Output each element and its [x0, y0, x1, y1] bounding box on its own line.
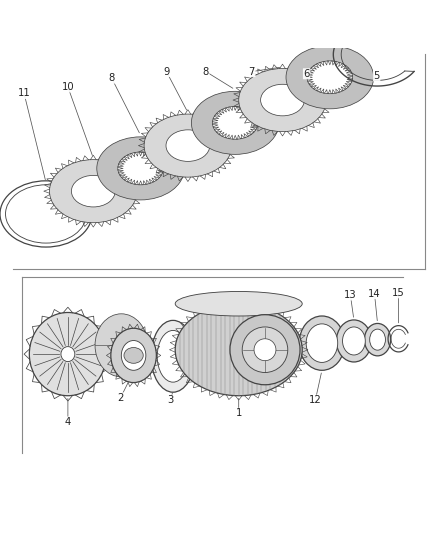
- Ellipse shape: [230, 314, 300, 385]
- Ellipse shape: [254, 339, 276, 361]
- Ellipse shape: [370, 329, 385, 350]
- Ellipse shape: [364, 324, 391, 356]
- Ellipse shape: [286, 46, 374, 109]
- Text: 1: 1: [236, 408, 242, 418]
- Text: 8: 8: [109, 73, 115, 83]
- Ellipse shape: [6, 185, 86, 243]
- Ellipse shape: [212, 107, 258, 139]
- Ellipse shape: [61, 346, 75, 361]
- Ellipse shape: [121, 341, 146, 370]
- Ellipse shape: [29, 312, 106, 395]
- Ellipse shape: [239, 69, 326, 132]
- Ellipse shape: [111, 328, 156, 383]
- Text: 4: 4: [65, 417, 71, 427]
- Ellipse shape: [299, 316, 345, 370]
- Ellipse shape: [191, 91, 279, 155]
- Text: 8: 8: [203, 67, 209, 77]
- Ellipse shape: [261, 84, 304, 116]
- Ellipse shape: [151, 320, 195, 392]
- Ellipse shape: [95, 314, 148, 377]
- Ellipse shape: [97, 137, 184, 200]
- Text: 6: 6: [304, 69, 310, 79]
- Text: 9: 9: [163, 67, 170, 77]
- Text: 5: 5: [374, 71, 380, 81]
- Ellipse shape: [118, 152, 163, 185]
- Text: 7: 7: [249, 67, 255, 77]
- Ellipse shape: [175, 292, 302, 316]
- Ellipse shape: [307, 61, 353, 94]
- Ellipse shape: [336, 320, 371, 362]
- Text: 10: 10: [62, 82, 74, 92]
- Ellipse shape: [175, 304, 302, 395]
- Ellipse shape: [306, 324, 338, 362]
- Text: 11: 11: [18, 88, 31, 99]
- Text: 14: 14: [368, 289, 381, 298]
- Ellipse shape: [49, 159, 137, 223]
- Ellipse shape: [124, 348, 143, 364]
- Text: 12: 12: [309, 395, 322, 405]
- Ellipse shape: [71, 175, 115, 207]
- Ellipse shape: [157, 330, 189, 382]
- Text: 2: 2: [117, 393, 124, 403]
- Ellipse shape: [166, 130, 210, 161]
- Text: 15: 15: [392, 288, 405, 298]
- Ellipse shape: [0, 181, 92, 247]
- Text: 3: 3: [168, 395, 174, 405]
- Ellipse shape: [242, 327, 288, 373]
- Ellipse shape: [343, 327, 365, 355]
- Text: 13: 13: [344, 290, 357, 300]
- Ellipse shape: [144, 114, 232, 177]
